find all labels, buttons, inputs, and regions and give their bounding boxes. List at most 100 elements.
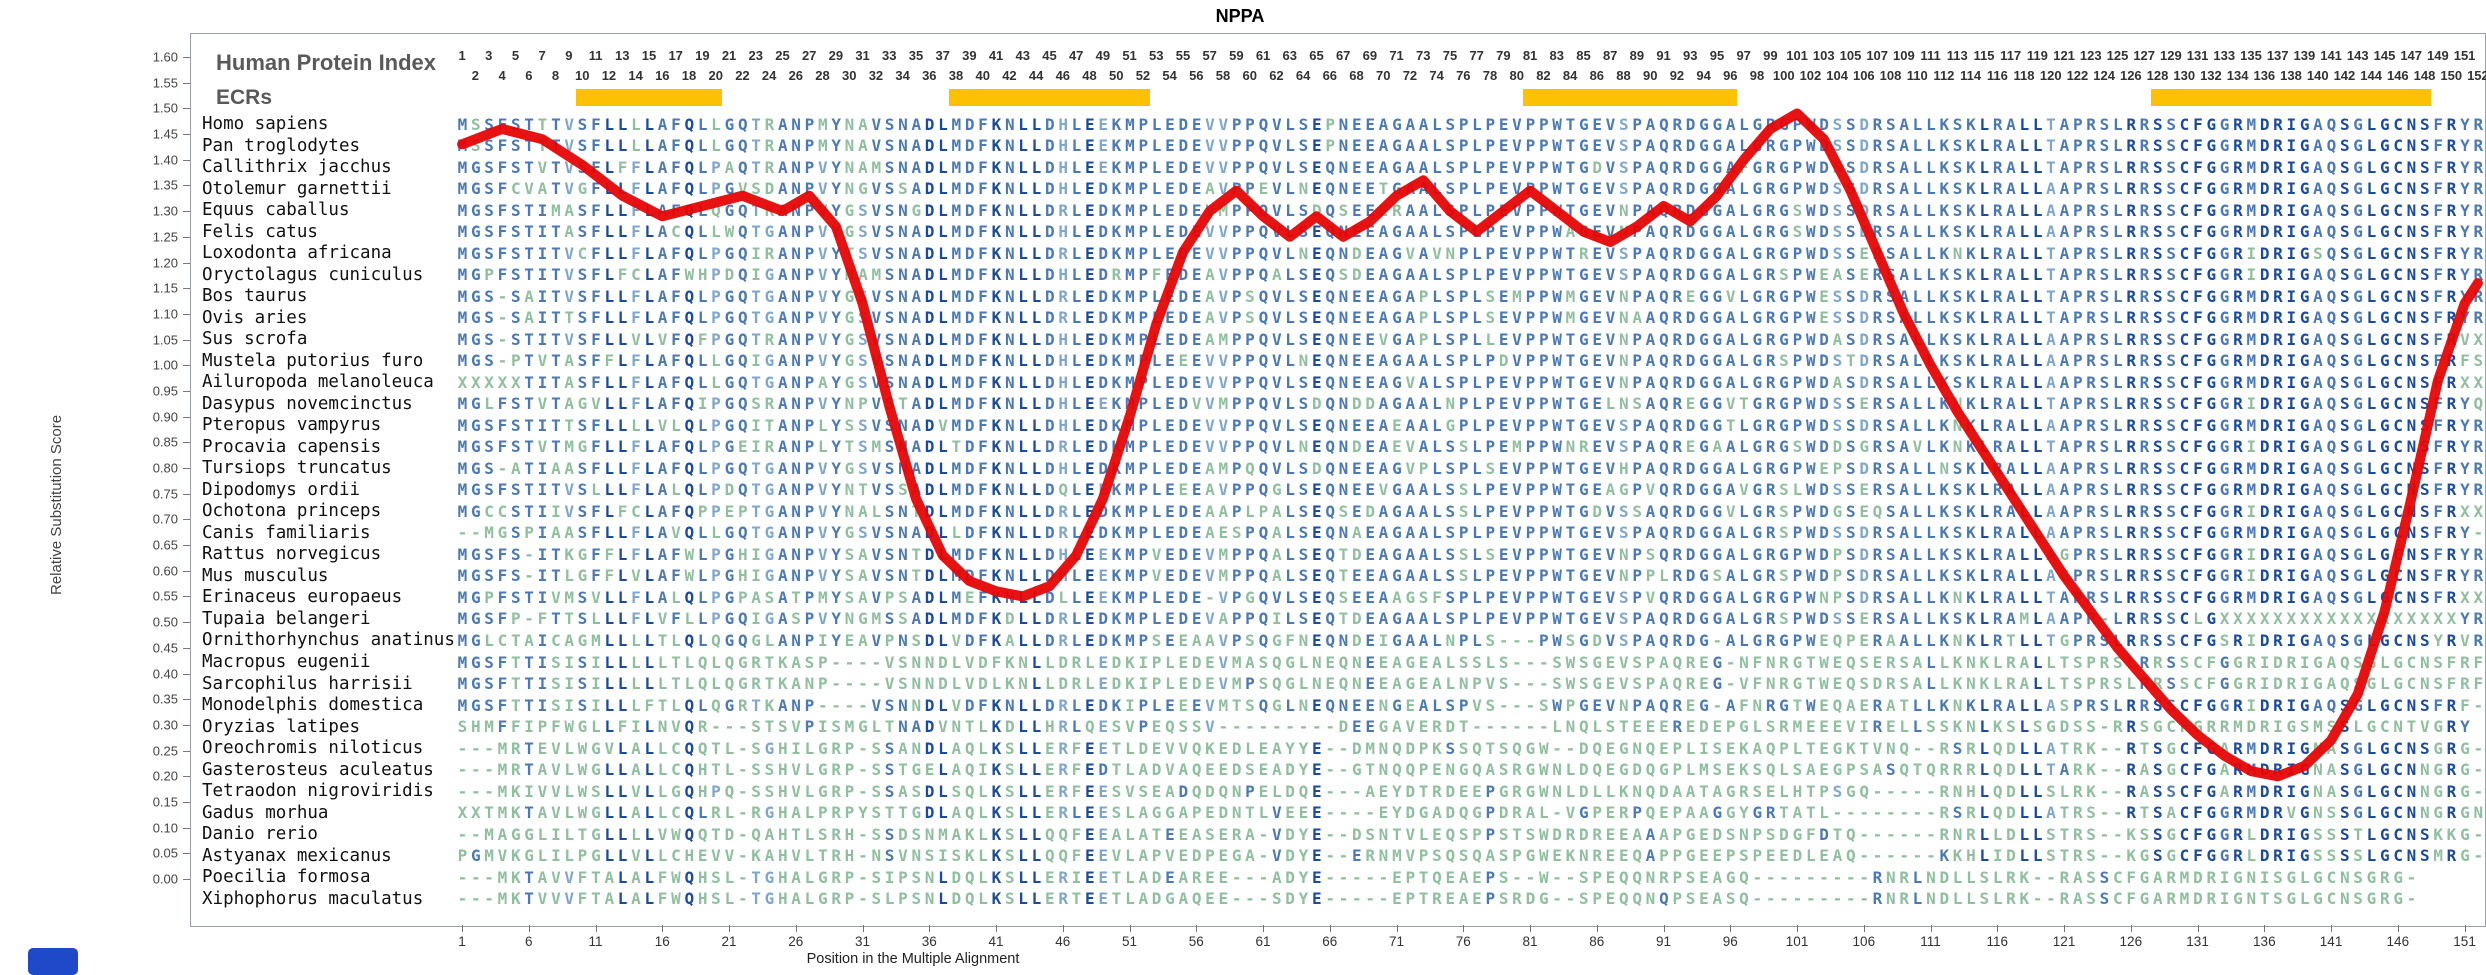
residue-cell: L (1029, 630, 1043, 651)
residue-cell: A (656, 350, 670, 371)
residue-cell: E (1604, 759, 1618, 780)
residue-cell: D (1684, 458, 1698, 479)
residue-cell: L (763, 630, 777, 651)
residue-cell: L (642, 501, 656, 522)
residue-cell: A (1403, 565, 1417, 586)
residue-cell: R (2097, 652, 2111, 673)
residue-cell: C (629, 264, 643, 285)
residue-cell: P (536, 716, 550, 737)
residue-cell: P (803, 286, 817, 307)
residue-cell: P (1417, 286, 1431, 307)
ruler-position-number: 65 (1309, 48, 1323, 63)
residue-cell: R (2084, 178, 2098, 199)
residue-cell: V (1604, 630, 1618, 651)
residue-cell: E (1363, 716, 1377, 737)
residue-cell: X (2311, 608, 2325, 629)
residue-cell: M (949, 565, 963, 586)
residue-cell: G (1577, 286, 1591, 307)
residue-cell: T (522, 135, 536, 156)
residue-cell: - (1510, 652, 1524, 673)
residue-cell: I (2284, 264, 2298, 285)
residue-cell: Q (1256, 436, 1270, 457)
residue-cell: C (2391, 393, 2405, 414)
residue-cell: Q (696, 738, 710, 759)
residue-cell: P (1523, 200, 1537, 221)
residue-cell: W (1804, 393, 1818, 414)
residue-cell: A (1644, 200, 1658, 221)
residue-cell: D (1043, 221, 1057, 242)
residue-cell: G (495, 522, 509, 543)
residue-cell: T (749, 286, 763, 307)
residue-cell: R (2138, 501, 2152, 522)
residue-cell: L (1283, 307, 1297, 328)
residue-cell: A (1403, 608, 1417, 629)
residue-cell: P (709, 479, 723, 500)
residue-cell: Q (736, 522, 750, 543)
residue-cell: K (1964, 479, 1978, 500)
residue-cell: N (1377, 695, 1391, 716)
residue-cell: L (2044, 673, 2058, 694)
residue-cell: G (1403, 673, 1417, 694)
residue-cell: E (1083, 350, 1097, 371)
residue-cell: G (1750, 178, 1764, 199)
residue-cell: A (1417, 565, 1431, 586)
residue-cell: R (2138, 522, 2152, 543)
residue-cell: R (2445, 135, 2459, 156)
residue-cell: S (856, 522, 870, 543)
residue-cell: L (1924, 695, 1938, 716)
residue-cell: N (803, 673, 817, 694)
y-tick-label: 0.30 (118, 717, 178, 732)
residue-cell: A (1390, 587, 1404, 608)
residue-cell: R (2124, 522, 2138, 543)
residue-cell: P (1537, 479, 1551, 500)
residue-cell: T (2057, 673, 2071, 694)
residue-cell: N (789, 372, 803, 393)
residue-cell: L (696, 307, 710, 328)
residue-cell: G (1390, 178, 1404, 199)
residue-cell: E (1163, 501, 1177, 522)
residue-cell: S (1296, 114, 1310, 135)
residue-cell: L (602, 436, 616, 457)
residue-cell: G (2218, 652, 2232, 673)
residue-cell: A (1724, 544, 1738, 565)
residue-cell: S (1951, 372, 1965, 393)
residue-cell: R (2471, 178, 2485, 199)
residue-cell: M (455, 479, 469, 500)
residue-cell: E (1323, 673, 1337, 694)
residue-cell: R (1991, 243, 2005, 264)
residue-cell: N (789, 479, 803, 500)
ruler-position-number: 135 (2240, 48, 2262, 63)
residue-cell: A (1897, 522, 1911, 543)
residue-cell: D (1043, 307, 1057, 328)
residue-cell: L (1150, 458, 1164, 479)
residue-cell: S (2151, 608, 2165, 629)
residue-cell: S (576, 221, 590, 242)
residue-cell: D (1003, 608, 1017, 629)
residue-cell: M (455, 673, 469, 694)
residue-cell: A (776, 157, 790, 178)
residue-cell: A (1644, 114, 1658, 135)
residue-cell: M (1123, 393, 1137, 414)
residue-cell: N (1617, 329, 1631, 350)
residue-cell: K (1203, 738, 1217, 759)
residue-cell: P (709, 608, 723, 629)
residue-cell: K (989, 307, 1003, 328)
residue-cell: A (776, 221, 790, 242)
residue-cell: V (669, 716, 683, 737)
residue-cell: S (469, 135, 483, 156)
residue-cell: N (1003, 479, 1017, 500)
residue-cell: G (576, 630, 590, 651)
residue-cell: F (669, 372, 683, 393)
residue-cell: W (1550, 264, 1564, 285)
residue-cell: L (1283, 350, 1297, 371)
residue-cell: A (2057, 479, 2071, 500)
residue-cell: L (616, 393, 630, 414)
residue-cell: S (2164, 673, 2178, 694)
residue-cell: A (909, 372, 923, 393)
residue-cell: V (1216, 157, 1230, 178)
residue-cell: L (1070, 221, 1084, 242)
residue-cell: R (2271, 479, 2285, 500)
ruler-position-number: 128 (2147, 68, 2169, 83)
residue-cell: Q (2324, 436, 2338, 457)
residue-cell: V (1911, 436, 1925, 457)
